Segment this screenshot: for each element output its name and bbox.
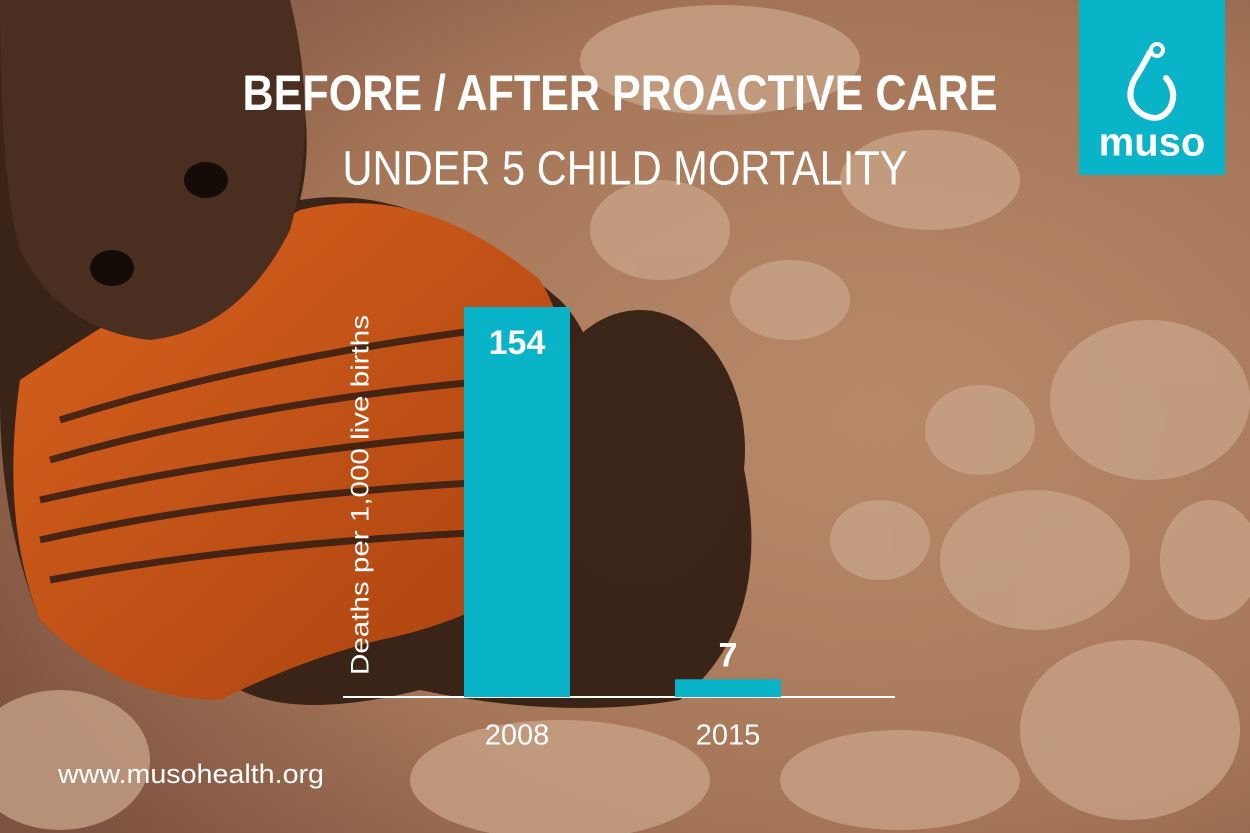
chart-title: BEFORE / AFTER PROACTIVE CARE xyxy=(243,65,998,121)
bar xyxy=(464,307,570,697)
value-label: 154 xyxy=(489,324,546,362)
chart-subtitle: UNDER 5 CHILD MORTALITY xyxy=(343,143,908,196)
bar xyxy=(675,679,781,697)
website: www.musohealth.org xyxy=(57,759,324,789)
value-label: 7 xyxy=(719,636,738,674)
x-tick-label: 2008 xyxy=(485,720,550,752)
x-tick-label: 2015 xyxy=(696,720,761,752)
logo-text: muso xyxy=(1099,121,1206,165)
logo: muso xyxy=(1079,0,1225,175)
logo-symbol xyxy=(1127,49,1177,121)
logo-box xyxy=(1079,0,1225,175)
y-axis-label: Deaths per 1,000 live births xyxy=(347,315,375,675)
logo-dot xyxy=(1149,42,1165,58)
